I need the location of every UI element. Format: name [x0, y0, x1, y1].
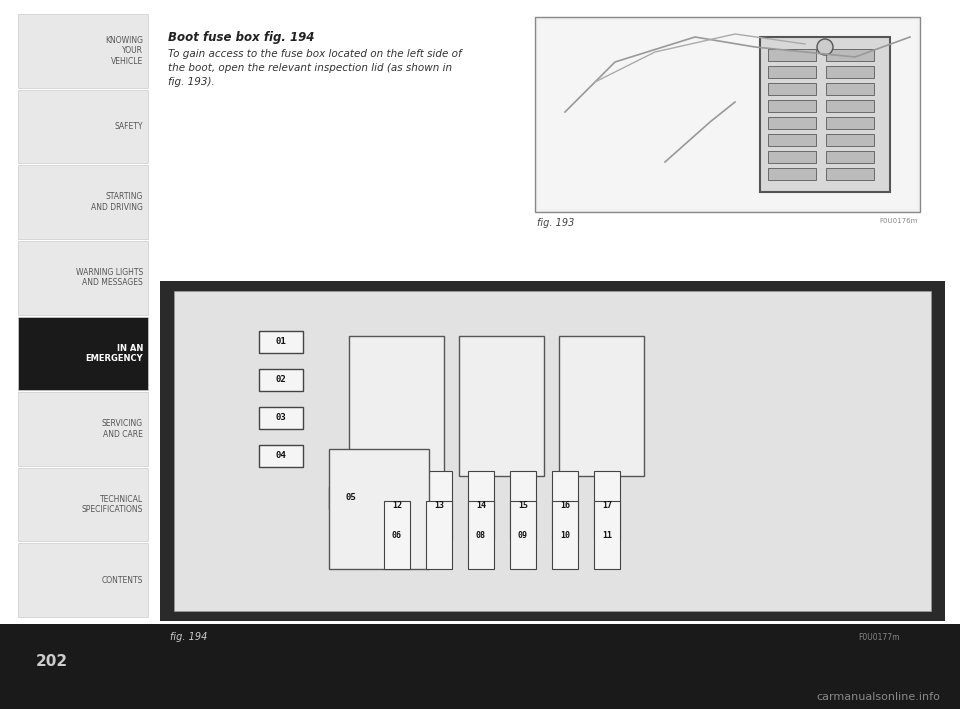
Text: STARTING
AND DRIVING: STARTING AND DRIVING [91, 192, 143, 212]
Text: 16: 16 [560, 501, 570, 510]
Text: 05: 05 [346, 493, 356, 503]
Text: 03: 03 [276, 413, 286, 423]
Text: Boot fuse box fig. 194: Boot fuse box fig. 194 [168, 31, 314, 44]
Bar [768, 66, 816, 78]
Text: 10: 10 [560, 530, 570, 540]
Text: F0U0176m: F0U0176m [879, 218, 918, 224]
Text: SAFETY: SAFETY [114, 122, 143, 131]
Bar [259, 331, 303, 353]
Bar [384, 501, 410, 569]
Text: SERVICING
AND CARE: SERVICING AND CARE [102, 419, 143, 439]
Bar [329, 449, 429, 569]
Bar [174, 291, 931, 611]
Bar [259, 407, 303, 429]
Text: fig. 193: fig. 193 [537, 218, 574, 228]
Bar [760, 37, 890, 192]
Bar [510, 471, 536, 539]
Bar [538, 20, 917, 209]
Text: 202: 202 [36, 654, 68, 669]
Bar [18, 165, 148, 239]
Bar [468, 471, 494, 539]
Text: WARNING LIGHTS
AND MESSAGES: WARNING LIGHTS AND MESSAGES [76, 268, 143, 287]
Text: 17: 17 [602, 501, 612, 510]
Bar [768, 83, 816, 95]
Text: KNOWING
YOUR
VEHICLE: KNOWING YOUR VEHICLE [105, 36, 143, 66]
Text: 04: 04 [276, 452, 286, 461]
Bar [18, 468, 148, 542]
Text: carmanualsonline.info: carmanualsonline.info [816, 692, 940, 702]
Text: 06: 06 [392, 530, 402, 540]
Bar [559, 336, 644, 476]
Text: To gain access to the fuse box located on the left side of
the boot, open the re: To gain access to the fuse box located o… [168, 49, 462, 87]
Bar [552, 471, 578, 539]
Bar [468, 501, 494, 569]
Bar [510, 501, 536, 569]
Bar [826, 66, 874, 78]
Text: fig. 194: fig. 194 [170, 632, 207, 642]
Bar [826, 49, 874, 61]
Bar [384, 471, 410, 539]
Bar [594, 501, 620, 569]
Bar [259, 369, 303, 391]
Bar [826, 168, 874, 180]
Bar [768, 100, 816, 112]
Bar [768, 49, 816, 61]
Text: TECHNICAL
SPECIFICATIONS: TECHNICAL SPECIFICATIONS [82, 495, 143, 514]
Bar [826, 134, 874, 146]
Text: 09: 09 [518, 530, 528, 540]
Bar [426, 501, 452, 569]
Bar [535, 17, 920, 212]
Circle shape [817, 39, 833, 55]
Text: 13: 13 [434, 501, 444, 510]
Bar [768, 117, 816, 129]
Bar [768, 168, 816, 180]
Bar [768, 151, 816, 163]
Text: 15: 15 [518, 501, 528, 510]
Text: 11: 11 [602, 530, 612, 540]
Text: 12: 12 [392, 501, 402, 510]
Bar [160, 281, 945, 621]
Bar [826, 117, 874, 129]
Bar [18, 543, 148, 617]
Text: 14: 14 [476, 501, 486, 510]
Text: IN AN
EMERGENCY: IN AN EMERGENCY [85, 344, 143, 363]
Bar [18, 14, 148, 88]
Bar [594, 471, 620, 539]
Bar [18, 89, 148, 163]
Bar [329, 487, 373, 509]
Bar [826, 151, 874, 163]
Bar [18, 316, 148, 390]
Bar [826, 83, 874, 95]
Bar [0, 624, 960, 709]
Text: 01: 01 [276, 337, 286, 347]
Bar [459, 336, 544, 476]
Bar [18, 241, 148, 315]
Bar [826, 100, 874, 112]
Bar [768, 134, 816, 146]
Bar [18, 392, 148, 466]
Text: F0U0177m: F0U0177m [858, 632, 900, 642]
Text: 02: 02 [276, 376, 286, 384]
Bar [552, 501, 578, 569]
Text: 08: 08 [476, 530, 486, 540]
Bar [259, 445, 303, 467]
Text: CONTENTS: CONTENTS [102, 576, 143, 585]
Bar [349, 336, 444, 476]
Bar [426, 471, 452, 539]
